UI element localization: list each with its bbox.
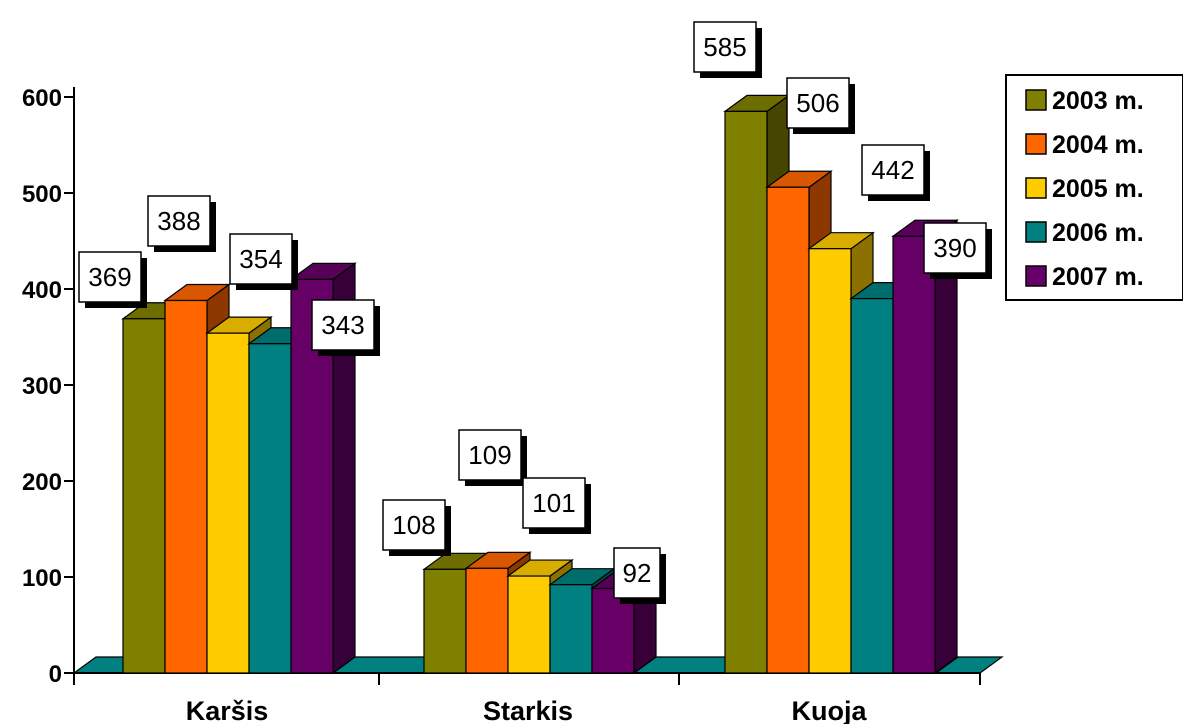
bar-front (724, 110, 768, 674)
y-tick-label: 200 (22, 469, 62, 496)
bar-side (934, 219, 958, 675)
legend-label: 2006 m. (1052, 219, 1144, 247)
data-label-text: 108 (392, 510, 435, 540)
data-label-box (786, 77, 850, 129)
bar-front (248, 343, 292, 674)
legend-label: 2003 m. (1052, 87, 1144, 115)
bar-front (507, 575, 551, 674)
y-tick-label: 600 (22, 85, 62, 112)
data-label-box (693, 21, 757, 73)
bar-front (423, 568, 467, 674)
data-label-text: 109 (468, 440, 511, 470)
bar-front (808, 248, 852, 674)
data-label-text: 101 (532, 488, 575, 518)
data-label-text: 388 (157, 206, 200, 236)
legend-swatch (1025, 221, 1047, 243)
y-tick-label: 0 (49, 661, 62, 688)
data-label-box (78, 251, 142, 303)
y-tick-label: 300 (22, 373, 62, 400)
data-label: 343 (311, 299, 380, 356)
bar-front (850, 298, 894, 674)
data-label-box (522, 477, 586, 529)
data-label-box (861, 144, 925, 196)
data-label: 390 (923, 222, 992, 279)
legend-label: 2007 m. (1052, 263, 1144, 291)
legend-swatch (1025, 177, 1047, 199)
data-label: 369 (78, 251, 147, 308)
bars-layer (121, 94, 959, 675)
y-tick-label: 500 (22, 181, 62, 208)
bar-front (549, 584, 593, 674)
y-tick-label: 400 (22, 277, 62, 304)
data-label-box (382, 499, 446, 551)
data-label-box (147, 195, 211, 247)
legend-swatch (1025, 265, 1047, 287)
bar-front (122, 318, 166, 674)
bar-front (206, 332, 250, 674)
legend-label: 2004 m. (1052, 131, 1144, 159)
data-label: 108 (382, 499, 451, 556)
x-category-label: Starkis (483, 696, 573, 724)
bar-front (892, 235, 936, 674)
data-label-text: 369 (88, 262, 131, 292)
data-label-text: 585 (703, 32, 746, 62)
data-label: 388 (147, 195, 216, 252)
data-label-text: 354 (239, 244, 282, 274)
data-label-box (311, 299, 375, 351)
x-category-label: Karšis (186, 696, 269, 724)
data-label-box (229, 233, 293, 285)
data-label: 109 (458, 429, 527, 486)
legend-swatch (1025, 133, 1047, 155)
legend: 2003 m. 2004 m. 2005 m. 2006 m. 2007 m. (1005, 74, 1183, 301)
data-label: 92 (613, 547, 666, 604)
data-label-text: 92 (623, 558, 652, 588)
data-label-box (458, 429, 522, 481)
data-label-text: 442 (871, 155, 914, 185)
bar-front (465, 567, 509, 674)
x-category-label: Kuoja (791, 696, 867, 724)
data-label: 354 (229, 233, 298, 290)
data-label: 101 (522, 477, 591, 534)
data-labels-layer: 369 388 354 343 108 109 101 92 585 506 442 390 (78, 21, 992, 604)
data-label: 442 (861, 144, 930, 201)
data-label-box (923, 222, 987, 274)
data-label-box (613, 547, 661, 599)
data-label: 506 (786, 77, 855, 134)
y-tick-label: 100 (22, 565, 62, 592)
data-label-text: 390 (933, 233, 976, 263)
bar-front (766, 186, 810, 674)
data-label: 585 (693, 21, 762, 78)
data-label-text: 506 (796, 88, 839, 118)
bar-front (164, 299, 208, 674)
legend-label: 2005 m. (1052, 175, 1144, 203)
bar (891, 219, 959, 675)
data-label-text: 343 (321, 310, 364, 340)
legend-swatch (1025, 89, 1047, 111)
